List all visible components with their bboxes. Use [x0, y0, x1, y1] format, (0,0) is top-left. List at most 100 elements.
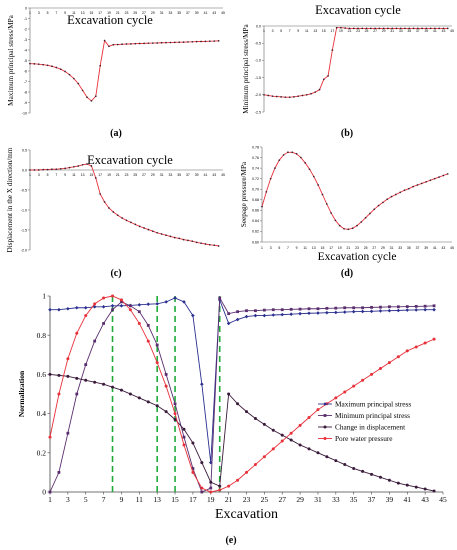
panel-d-data-point: [407, 187, 410, 190]
panel-c-data-point: [178, 237, 180, 240]
panel-e-data-point: [173, 296, 177, 300]
panel-e-data-point: [48, 435, 52, 439]
panel-a-data-point: [55, 66, 58, 69]
panel-d-x-tick-label: 13: [312, 246, 316, 250]
panel-e-data-point: [111, 385, 115, 389]
panel-e-data-point: [128, 392, 132, 396]
panel-e-data-point: [244, 314, 249, 319]
panel-e-data-point: [325, 306, 329, 310]
panel-e-data-point: [360, 309, 365, 314]
panel-e-data-point: [414, 345, 418, 349]
panel-e-data-point: [120, 300, 123, 304]
panel-a-data-point: [51, 65, 53, 68]
panel-a-data-point: [134, 42, 137, 45]
panel-b-x-tick-label: 39: [424, 29, 428, 33]
panel-e-x-tick-label: 11: [136, 495, 143, 504]
panel-a-data-point: [173, 41, 176, 44]
panel-e-data-point: [253, 417, 257, 420]
panel-b-x-tick-label: 5: [280, 29, 282, 33]
panel-a-y-tick-label: -8: [24, 90, 27, 94]
panel-b-x-tick-label: 31: [390, 29, 394, 33]
panel-b-data-point: [310, 92, 312, 95]
panel-e-data-point: [378, 475, 382, 479]
panel-b-data-point: [357, 27, 359, 30]
panel-a-data-point: [182, 41, 185, 43]
panel-e-data-point: [182, 435, 186, 439]
panel-d-data-point: [442, 174, 445, 177]
panel-a-x-tick-label: 1: [29, 11, 31, 15]
panel-e-data-point: [396, 481, 400, 485]
panel-e-data-point: [316, 408, 320, 412]
panel-d-data-point: [269, 177, 272, 180]
panel-e-data-point: [173, 417, 177, 421]
panel-a-x-tick-label: 15: [90, 11, 94, 15]
panel-b-y-tick-label: -2.0: [255, 93, 261, 97]
panel-d-y-tick-label: 0.78: [252, 145, 259, 149]
panel-d-data-point: [425, 180, 427, 183]
panel-b-data-point: [412, 27, 415, 30]
panel-c-data-point: [173, 236, 176, 239]
panel-b-data-point: [416, 27, 419, 30]
panel-e-data-point: [57, 307, 61, 312]
panel-e-x-tick-label: 33: [332, 495, 340, 504]
panel-b-data-point: [434, 27, 436, 30]
panel-e-data-point: [66, 431, 70, 435]
panel-e-data-point: [298, 311, 302, 316]
panel-d-x-tick-label: 31: [390, 246, 394, 250]
panel-a-x-tick-label: 9: [64, 11, 66, 15]
panel-c-x-tick-label: 41: [204, 173, 208, 177]
panel-c-data-point: [143, 227, 145, 229]
panel-c-data-point: [169, 235, 172, 238]
panel-a-data-point: [108, 45, 110, 48]
panel-e-data-point: [271, 447, 275, 451]
panel-a-x-tick-label: 23: [125, 11, 129, 15]
panel-e-data-point: [102, 296, 106, 300]
panel-e-data-point: [271, 313, 276, 317]
panel-c-data-point: [51, 168, 53, 171]
panel-e-data-point: [218, 484, 222, 488]
panel-c-y-tick-label: 0.5: [22, 148, 27, 152]
panel-c-data-point: [42, 168, 45, 171]
panel-b-data-point: [271, 95, 274, 98]
panel-e-x-tick-label: 27: [278, 495, 286, 504]
panel-b-data-point: [446, 27, 449, 30]
panel-b-y-tick-label: -1.5: [255, 76, 261, 80]
panel-e-data-point: [146, 302, 151, 307]
panel-b-data-point: [280, 96, 282, 98]
panel-b-data-point: [391, 27, 394, 30]
panel-e-data-point: [84, 378, 88, 382]
panel-c-x-tick-label: 9: [64, 173, 66, 177]
panel-e-data-point: [432, 489, 436, 493]
panel-a-data-point: [156, 42, 159, 44]
panel-e-data-point: [289, 312, 293, 317]
panel-a-x-tick-label: 29: [151, 11, 155, 15]
panel-c-data-point: [147, 228, 150, 231]
panel-e-data-point: [218, 296, 222, 300]
panel-c-data-point: [99, 193, 102, 195]
panel-a-chart: 1 3 5 7 9 11 13 15 17 19 21 23 25 27 29 31 33 35 37 39 41 43 4…: [7, 6, 225, 115]
panel-b-x-tick-label: 15: [322, 29, 326, 33]
panel-e-data-point: [137, 303, 142, 307]
panel-b-x-tick-label: 3: [272, 29, 274, 33]
panel-b-title: Excavation cycle: [315, 3, 401, 17]
panel-d-x-tick-label: 41: [433, 246, 437, 250]
panel-d-x-tick-label: 7: [287, 246, 289, 250]
panel-d-x-tick-label: 17: [329, 246, 333, 250]
panel-b-x-tick-label: 17: [330, 29, 334, 33]
panel-d-y-tick-label: 0.68: [252, 198, 259, 202]
panel-a-data-point: [42, 63, 45, 66]
panel-a-series-line: [29, 39, 219, 102]
panel-a-x-tick-label: 31: [160, 11, 164, 15]
panel-d-x-tick-label: 9: [296, 246, 298, 250]
panel-b-data-point: [399, 27, 402, 30]
panel-d-data-point: [395, 193, 397, 196]
panel-e-data-point: [280, 439, 284, 443]
panel-b-data-point: [429, 27, 432, 30]
panel-e-data-point: [405, 483, 409, 487]
panel-b-data-point: [263, 93, 265, 96]
panel-b-x-tick-label: 23: [356, 29, 360, 33]
panel-b-x-tick-label: 11: [305, 29, 309, 33]
panel-c-title: Excavation cycle: [87, 153, 173, 167]
panel-c-label: (c): [110, 268, 121, 279]
panel-a-data-point: [208, 40, 211, 43]
